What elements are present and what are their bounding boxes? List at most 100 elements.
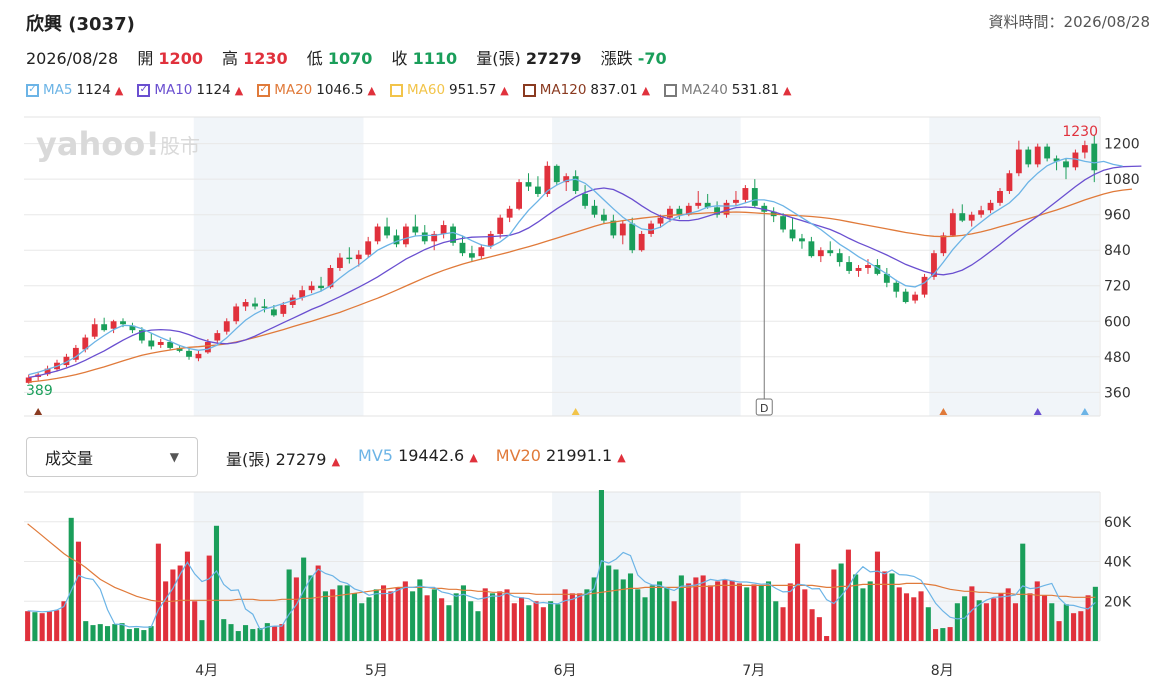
checkbox-icon[interactable]: [389, 83, 403, 97]
volume-bar: [606, 565, 612, 641]
candle-body: [572, 176, 579, 192]
volume-bar: [627, 573, 634, 641]
volume-bar: [388, 591, 394, 641]
volume-bar: [1041, 595, 1048, 641]
volume-bar: [1071, 613, 1077, 641]
volume-bar: [736, 583, 742, 641]
candle-body: [1015, 149, 1022, 174]
ma-legend-item-ma20[interactable]: ✓ MA20 1046.5 ▲: [257, 82, 376, 98]
candle-body: [233, 306, 240, 322]
volume-legend-name: MV5: [358, 446, 393, 465]
volume-bar: [678, 575, 684, 641]
volume-bar: [845, 549, 851, 641]
quote-close: 收 1110: [391, 49, 458, 68]
ma-legend-item-ma60[interactable]: MA60 951.57 ▲: [389, 82, 509, 98]
candle-body: [638, 233, 645, 251]
candle-body: [318, 285, 324, 289]
candle-body: [931, 253, 937, 277]
candle-body: [365, 241, 372, 255]
volume-tick-label: 40K: [1104, 555, 1132, 571]
ma-value: 1124: [76, 82, 111, 98]
volume-bar: [315, 565, 321, 641]
candle-body: [751, 188, 758, 206]
candle-body: [535, 186, 541, 194]
ma-value: 531.81: [731, 82, 780, 98]
candle-body: [544, 165, 551, 194]
ma-legend-item-ma120[interactable]: MA120 837.01 ▲: [522, 82, 650, 98]
candle-body: [336, 257, 343, 268]
price-tick-label: 480: [1104, 350, 1131, 366]
indicator-select[interactable]: 成交量 ▼: [26, 437, 198, 477]
month-label: 4月: [195, 663, 218, 679]
volume-bar: [824, 636, 830, 641]
volume-bar: [853, 574, 859, 641]
candle-body: [157, 341, 164, 345]
volume-bar: [184, 551, 190, 641]
volume-bar: [155, 543, 161, 641]
checkbox-icon[interactable]: [664, 83, 678, 97]
price-tick-label: 720: [1104, 279, 1131, 295]
ma-name: MA20: [274, 82, 313, 98]
up-arrow-icon: ▲: [114, 83, 124, 97]
volume-bar: [925, 607, 931, 641]
checkbox-icon[interactable]: ✓: [257, 83, 271, 97]
candle-body: [176, 347, 183, 351]
volume-bar: [439, 598, 445, 641]
ma-name: MA5: [43, 82, 73, 98]
month-band: [929, 117, 1099, 416]
stock-title: 欣興 (3037): [26, 14, 135, 35]
candle-body: [1081, 145, 1088, 153]
volume-bar: [896, 587, 902, 641]
candle-body: [384, 226, 390, 236]
candle-body: [393, 235, 400, 245]
volume-legend-name: 量(張): [226, 450, 271, 469]
volume-legend-value: 27279: [270, 450, 332, 469]
event-marker-box: [755, 398, 773, 416]
candle-body: [846, 262, 853, 271]
checkbox-icon[interactable]: ✓: [137, 83, 151, 97]
candle-body: [704, 202, 711, 208]
volume-bar: [562, 589, 568, 641]
candle-body: [968, 214, 975, 221]
volume-bar: [1034, 581, 1040, 641]
volume-bar: [693, 577, 699, 641]
volume-bar: [192, 601, 198, 641]
ma-name: MA240: [681, 82, 728, 98]
ma-legend: ✓ MA5 1124 ▲ ✓ MA10 1124 ▲ ✓ MA20 1046.5 ▲ MA60 951.5…: [26, 82, 792, 98]
volume-bar: [933, 629, 939, 641]
checkbox-icon[interactable]: [522, 83, 536, 97]
volume-bar: [1078, 611, 1084, 641]
candle-body: [431, 233, 438, 242]
volume-bar: [911, 597, 917, 641]
candle-body: [827, 250, 834, 254]
candle-body: [987, 202, 994, 211]
volume-bar: [119, 623, 125, 641]
volume-bar: [308, 575, 314, 641]
candle-body: [1063, 161, 1069, 168]
volume-bar: [293, 577, 299, 641]
ma-legend-item-ma10[interactable]: ✓ MA10 1124 ▲: [137, 82, 243, 98]
volume-bar: [1012, 603, 1019, 641]
volume-bar: [46, 611, 52, 641]
candle-body: [525, 182, 532, 187]
ma-legend-item-ma5[interactable]: ✓ MA5 1124 ▲: [26, 82, 123, 98]
volume-bar: [809, 609, 815, 641]
volume-bar: [97, 624, 103, 641]
candle-body: [120, 321, 126, 325]
quote-high: 高 1230: [222, 49, 288, 68]
volume-bar: [344, 585, 350, 641]
candle-body: [1072, 152, 1079, 168]
volume-bar: [359, 603, 365, 641]
ma-legend-item-ma240[interactable]: MA240 531.81 ▲: [664, 82, 792, 98]
candle-body: [355, 254, 362, 260]
volume-bar: [446, 605, 452, 641]
candle-body: [1044, 146, 1051, 159]
candle-body: [516, 182, 522, 209]
candle-body: [893, 282, 900, 292]
volume-bar: [838, 563, 844, 641]
volume-bar: [613, 569, 619, 641]
candle-body: [780, 216, 787, 230]
checkbox-icon[interactable]: ✓: [26, 83, 39, 97]
volume-bar: [918, 591, 924, 641]
